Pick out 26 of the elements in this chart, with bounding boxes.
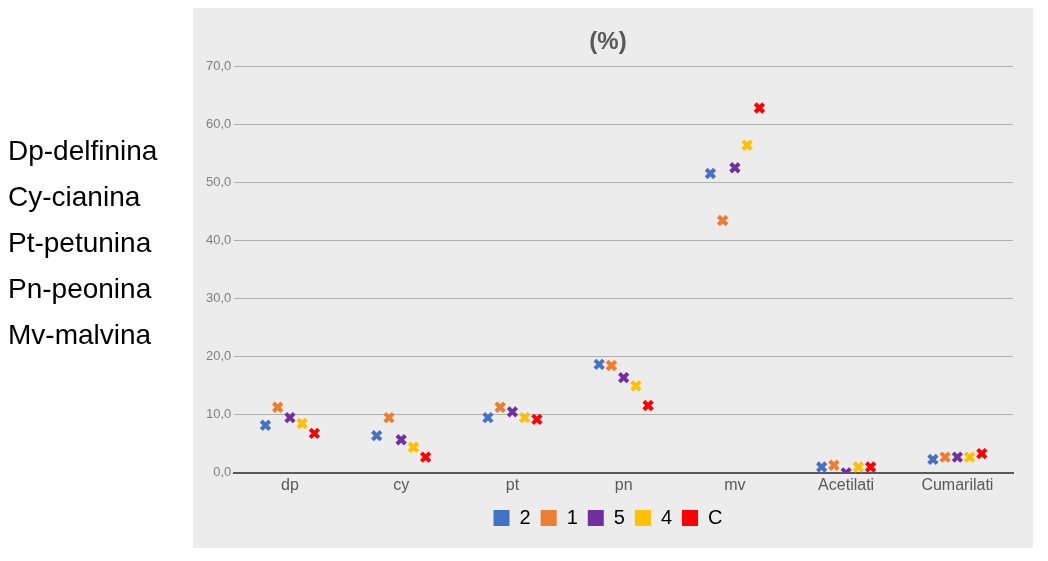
text: Pt-petunina [8, 226, 153, 260]
x-tick-label: pt [505, 475, 520, 493]
y-tick-label: 0,0 [213, 464, 232, 480]
x-tick-label: dp [281, 475, 299, 493]
y-tick-label: 10,0 [205, 406, 232, 422]
x-tick-label: cy [393, 475, 410, 493]
legend-label: 2 [519, 505, 531, 528]
text: Pn-peonina [8, 272, 153, 306]
y-tick-label: 60,0 [205, 116, 232, 132]
text: Dp-delfinina [8, 134, 159, 168]
y-tick-label: 30,0 [205, 290, 232, 306]
legend-label: 1 [566, 505, 578, 528]
text: Cy-cianina [8, 180, 142, 214]
text: Mv-malvina [8, 318, 153, 352]
y-tick-label: 70,0 [205, 58, 232, 74]
y-tick-label: 40,0 [205, 232, 232, 248]
x-tick-label: Cumarilati [921, 475, 994, 493]
x-tick-label: Acetilati [818, 475, 875, 493]
chart-title: (%) [589, 27, 627, 55]
y-tick-label: 50,0 [205, 174, 232, 190]
y-tick-label: 20,0 [205, 348, 232, 364]
x-tick-label: pn [614, 475, 633, 493]
x-tick-label: mv [724, 475, 746, 493]
legend-label: 4 [660, 505, 673, 528]
legend-label: C [708, 505, 723, 528]
legend-label: 5 [613, 505, 625, 528]
